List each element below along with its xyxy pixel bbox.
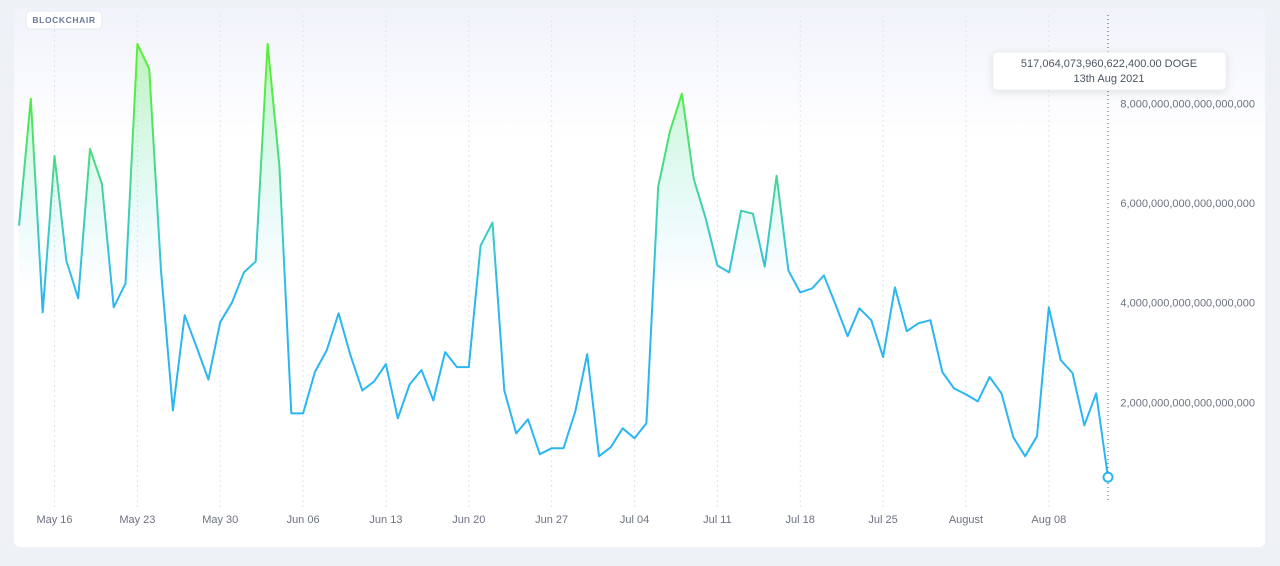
- y-tick-label: 2,000,000,000,000,000,000: [1120, 397, 1255, 409]
- tooltip-value: 517,064,073,960,622,400.00 DOGE: [1021, 58, 1197, 70]
- x-tick-label: Jul 18: [786, 514, 815, 526]
- x-tick-label: Aug 08: [1031, 514, 1066, 526]
- line: [18, 42, 1109, 478]
- tooltip-box: [992, 51, 1227, 91]
- x-tick-label: May 16: [36, 514, 72, 526]
- x-tick-label: Jun 06: [287, 514, 320, 526]
- brand-badge: [25, 10, 103, 30]
- x-tick-label: May 23: [119, 514, 155, 526]
- card: [14, 8, 1265, 547]
- x-tick-label: August: [949, 514, 983, 526]
- x-tick-label: Jun 27: [535, 514, 568, 526]
- point: [1102, 471, 1114, 483]
- brand: BLOCKCHAIR: [32, 15, 95, 25]
- tooltip-date: 13th Aug 2021: [1074, 73, 1145, 85]
- x-tick-label: Jun 13: [369, 514, 402, 526]
- y-tick-label: 8,000,000,000,000,000,000: [1120, 99, 1255, 111]
- x-tick-label: Jul 11: [703, 514, 732, 526]
- area: [19, 43, 896, 290]
- y-tick-label: 6,000,000,000,000,000,000: [1120, 198, 1255, 210]
- x-tick-label: Jun 20: [452, 514, 485, 526]
- x-tick-label: May 30: [202, 514, 238, 526]
- y-tick-label: 4,000,000,000,000,000,000: [1120, 298, 1255, 310]
- tooltip: 517,064,073,960,622,400.00 DOGE 13th Aug…: [992, 51, 1227, 91]
- x-tick-label: Jul 04: [620, 514, 649, 526]
- x-tick-label: Jul 25: [868, 514, 897, 526]
